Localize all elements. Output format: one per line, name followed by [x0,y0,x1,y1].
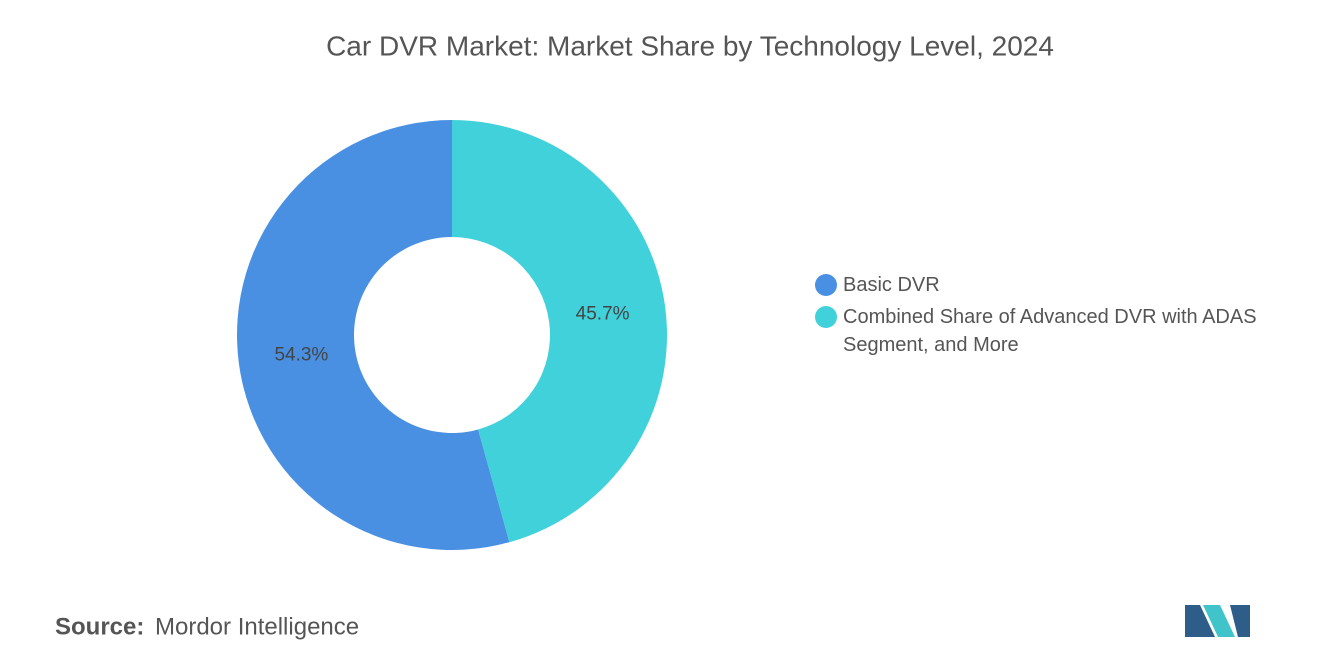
chart-title: Car DVR Market: Market Share by Technolo… [326,30,1054,61]
value-label: 54.3% [274,344,328,365]
slice [236,120,510,551]
legend: Basic DVR Combined Share of Advanced DVR … [815,271,1315,363]
logo [1185,605,1250,637]
slices [236,120,667,551]
legend-label: Combined Share of Advanced DVR with ADAS… [843,306,1257,356]
legend-marker [815,306,837,328]
source: Mordor Intelligence [155,613,359,640]
legend-marker [815,274,837,296]
legend-label: Basic DVR [843,274,940,296]
legend-item: Combined Share of Advanced DVR with ADAS… [815,303,1315,359]
slice [452,120,667,543]
value-label: 45.7% [576,304,630,325]
source-label: Source: [55,613,144,640]
legend-item: Basic DVR [815,271,1315,299]
